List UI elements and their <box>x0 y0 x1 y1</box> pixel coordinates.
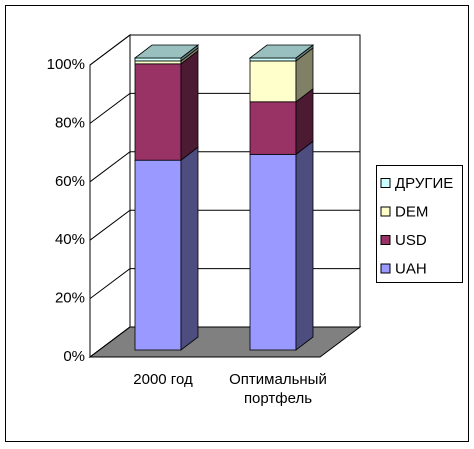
bar-front <box>249 57 297 62</box>
bar-side <box>295 140 314 351</box>
legend-box <box>376 165 463 283</box>
legend-swatch <box>380 206 391 217</box>
bar-front <box>249 153 297 351</box>
bar-segment <box>134 50 199 162</box>
side-wall <box>89 34 131 358</box>
y-tick-label: 0% <box>63 348 85 365</box>
legend-swatch <box>380 263 391 274</box>
legend-label: USD <box>395 232 427 249</box>
bar-top <box>133 44 200 59</box>
bar-side <box>180 146 199 351</box>
legend-label: ДРУГИЕ <box>395 175 453 192</box>
y-tick-label: 40% <box>55 231 85 248</box>
bar-front <box>134 57 182 62</box>
legend-swatch <box>380 235 391 245</box>
bar-front <box>134 63 182 161</box>
bar-segment <box>133 44 200 62</box>
bar-front <box>134 159 182 351</box>
bar-segment <box>249 87 314 156</box>
legend-label: UAH <box>395 260 427 277</box>
x-tick-label: Оптимальный портфель <box>229 371 327 407</box>
y-tick-label: 20% <box>55 290 85 307</box>
legend-label: DEM <box>395 203 428 220</box>
bar-top <box>248 44 315 59</box>
y-tick-label: 100% <box>47 56 85 73</box>
bar-segment <box>249 47 314 103</box>
x-tick-label: 2000 год <box>133 371 193 388</box>
bar-segment <box>134 146 199 351</box>
bar-segment <box>248 44 315 62</box>
bar-front <box>249 60 297 103</box>
bar-side <box>180 50 199 162</box>
y-tick-label: 80% <box>55 114 85 131</box>
bar-front <box>249 101 297 155</box>
y-tick-label: 60% <box>55 173 85 190</box>
grid-line <box>89 34 360 66</box>
floor <box>88 326 362 358</box>
legend-swatch <box>380 178 391 188</box>
bar-segment <box>249 140 314 351</box>
bar-front <box>134 60 182 65</box>
